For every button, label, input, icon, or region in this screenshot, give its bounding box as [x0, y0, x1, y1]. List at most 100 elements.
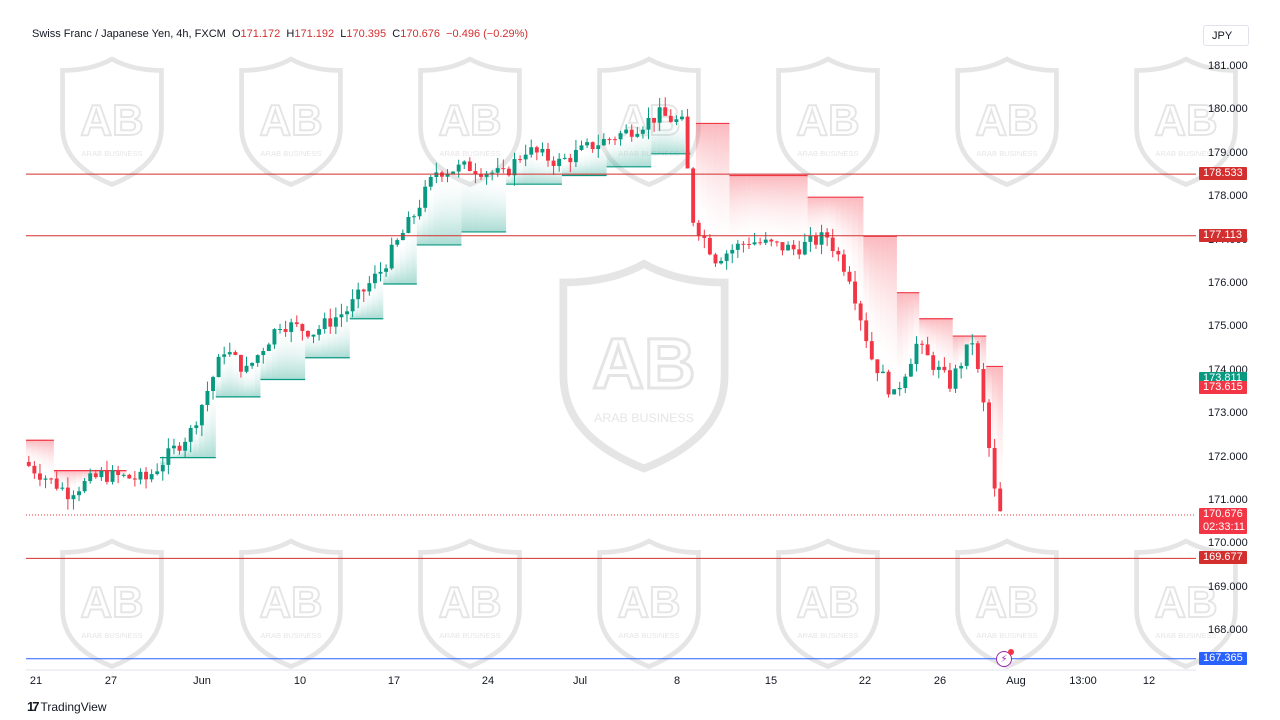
candle-body: [490, 172, 495, 174]
trail-stop-zone: [388, 256, 395, 284]
candle-body: [724, 253, 729, 261]
time-tick-label: 13:00: [1069, 675, 1097, 687]
candle-body: [992, 447, 997, 489]
trail-stop-zone: [958, 336, 964, 368]
candle-body: [808, 235, 813, 242]
trail-stop-zone: [282, 323, 289, 380]
watermark-shield-outline: [776, 538, 880, 670]
tradingview-branding[interactable]: 17 TradingView: [27, 699, 107, 714]
currency-button[interactable]: JPY: [1203, 25, 1249, 46]
trail-stop-zone: [807, 197, 814, 244]
trail-stop-zone: [746, 175, 752, 243]
trail-stop-zone: [735, 175, 741, 248]
candle-body: [389, 244, 394, 269]
candle-body: [222, 354, 227, 357]
trail-stop-zone: [645, 121, 652, 167]
watermark-shield-outline: [239, 538, 343, 670]
watermark-name: ARAB BUSINESS: [976, 149, 1037, 158]
candle-body: [183, 441, 188, 451]
trail-stop-zone: [829, 197, 836, 242]
trail-stop-zone: [707, 123, 713, 244]
trail-stop-zone: [718, 123, 724, 257]
candle-body: [367, 283, 372, 292]
trail-stop-zone: [779, 175, 786, 247]
price-tick-label: 170.000: [1208, 537, 1248, 550]
watermark-name: ARAB BUSINESS: [797, 149, 858, 158]
candle-body: [987, 402, 991, 448]
trail-stop-zone: [818, 197, 825, 240]
candle-body: [657, 107, 662, 123]
candle-body: [836, 251, 841, 255]
candle-body: [853, 281, 858, 304]
candle-body: [752, 242, 757, 245]
trail-stop-zone: [617, 135, 624, 167]
candle-body: [412, 216, 416, 218]
watermark-monogram: AB: [796, 578, 859, 627]
close-label: C: [392, 28, 401, 40]
candle-body: [26, 461, 31, 466]
price-tick-label: 180.000: [1208, 103, 1248, 116]
candle-body: [428, 176, 433, 187]
trail-stop-zone: [952, 336, 959, 379]
trail-stop-zone: [26, 440, 32, 464]
trail-stop-zone: [461, 167, 468, 232]
candle-body: [903, 376, 908, 388]
candle-body: [445, 173, 450, 177]
candle-body: [579, 145, 584, 150]
trail-stop-zone: [908, 292, 914, 365]
watermark-monogram: AB: [259, 578, 322, 627]
candle-body: [908, 363, 913, 377]
watermark-monogram: AB: [438, 578, 501, 627]
watermark-name: ARAB BUSINESS: [81, 631, 142, 640]
candle-body: [585, 142, 590, 146]
candle-body: [32, 465, 37, 474]
watermark-name: ARAB BUSINESS: [81, 149, 142, 158]
trail-stop-zone: [606, 139, 613, 167]
trail-stop-zone: [991, 366, 998, 471]
trail-stop-zone: [712, 123, 719, 254]
candle-body: [763, 239, 768, 243]
trail-stop-zone: [232, 357, 239, 397]
watermark-monogram: AB: [975, 96, 1038, 145]
watermark-shield-outline: [239, 56, 343, 188]
candle-body: [77, 491, 81, 496]
candle-body: [931, 355, 936, 370]
watermark-monogram: AB: [80, 578, 143, 627]
candle-body: [110, 470, 115, 482]
price-tick-label: 175.000: [1208, 320, 1248, 333]
candle-body: [451, 171, 456, 174]
watermark-shield: AB ARAB BUSINESS: [955, 56, 1059, 188]
candle-body: [881, 371, 885, 374]
price-tick-label: 173.000: [1208, 407, 1248, 420]
trail-stop-zone: [310, 331, 317, 358]
trail-stop-zone: [439, 170, 445, 245]
candle-body: [311, 334, 316, 337]
candle-body: [361, 289, 366, 292]
candle-body: [49, 478, 54, 480]
trail-stop-zone: [193, 424, 200, 458]
candle-body: [551, 160, 556, 167]
watermark-shield-outline: [1134, 56, 1238, 188]
candle-body: [557, 158, 562, 167]
trail-stop-zone: [59, 470, 66, 487]
candle-body: [434, 172, 439, 177]
trail-stop-zone: [774, 175, 780, 246]
candle-body: [920, 343, 925, 345]
candle-body: [43, 478, 48, 480]
price-tick-label: 168.000: [1208, 624, 1248, 637]
candle-body: [523, 154, 528, 160]
trail-stop-zone: [561, 161, 568, 176]
trail-stop-zone: [422, 198, 428, 245]
alert-bolt-icon[interactable]: ⚡: [996, 649, 1014, 667]
trail-stop-zone: [444, 170, 451, 245]
candle-body: [730, 249, 735, 254]
trail-stop-zone: [238, 362, 244, 397]
trail-stop-zone: [869, 236, 875, 348]
watermark-monogram: AB: [975, 578, 1038, 627]
price-tick-label: 171.000: [1208, 494, 1248, 506]
candle-body: [238, 354, 243, 372]
candle-body: [384, 268, 389, 272]
watermark-shield: AB ARAB BUSINESS: [239, 538, 343, 670]
time-tick-label: 24: [481, 675, 495, 687]
